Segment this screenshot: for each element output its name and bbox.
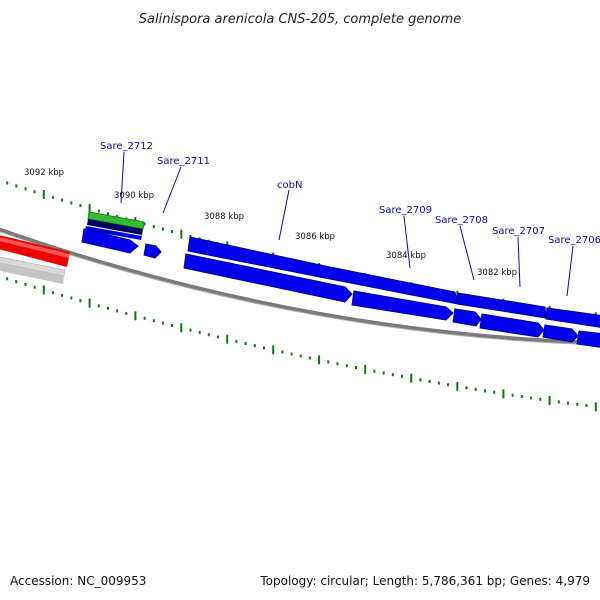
- gene-label-sare-2712[interactable]: Sare_2712: [100, 141, 153, 152]
- kbp-label-3086: 3086 kbp: [295, 232, 335, 242]
- gene-arrow-sare-2706[interactable]: [545, 307, 600, 328]
- kbp-label-3088: 3088 kbp: [204, 212, 244, 222]
- gene-label-sare-2708[interactable]: Sare_2708: [435, 215, 488, 226]
- gene-label-sare-2706[interactable]: Sare_2706: [548, 235, 600, 246]
- map-title: Salinispora arenicola CNS-205, complete …: [139, 12, 461, 27]
- forward-strand-genes: [81, 228, 600, 328]
- gene-arrow-sare-2711[interactable]: [143, 243, 162, 259]
- gene-arrow-sare-2709[interactable]: [351, 290, 454, 321]
- ruler-labels: 3092 kbp 3090 kbp 3088 kbp 3086 kbp 3084…: [24, 168, 517, 278]
- kbp-label-3084: 3084 kbp: [386, 251, 426, 261]
- gene-arrow-lower-3[interactable]: [452, 308, 482, 327]
- gene-arrow-sare-2707[interactable]: [479, 313, 545, 338]
- gene-label-sare-2711[interactable]: Sare_2711: [157, 156, 210, 167]
- red-feature[interactable]: [0, 234, 70, 267]
- grey-feature[interactable]: [0, 256, 66, 284]
- gene-label-sare-2707[interactable]: Sare_2707: [492, 226, 545, 237]
- gene-sare-2712-top[interactable]: [85, 219, 143, 240]
- gene-label-leaders: [120, 151, 574, 297]
- gene-label-cobN[interactable]: cobN: [277, 180, 302, 191]
- genome-summary-text: Topology: circular; Length: 5,786,361 bp…: [259, 574, 590, 588]
- accession-text: Accession: NC_009953: [10, 574, 146, 588]
- genome-backbone: [0, 227, 600, 346]
- gene-arrow-lower-1[interactable]: [183, 253, 353, 303]
- tick-marks: [6, 181, 597, 412]
- gene-label-sare-2709[interactable]: Sare_2709: [379, 205, 432, 216]
- kbp-label-3090: 3090 kbp: [114, 191, 154, 201]
- reverse-strand-genes: [183, 253, 600, 348]
- gene-arrow-sare-2712[interactable]: [81, 228, 139, 254]
- gene-arrow-lower-5[interactable]: [542, 324, 579, 343]
- kbp-label-3092: 3092 kbp: [24, 168, 64, 178]
- gene-labels: Sare_2712 Sare_2711 cobN Sare_2709 Sare_…: [100, 141, 600, 246]
- gene-arrow-lower-6[interactable]: [576, 330, 600, 348]
- kbp-label-3082: 3082 kbp: [477, 268, 517, 278]
